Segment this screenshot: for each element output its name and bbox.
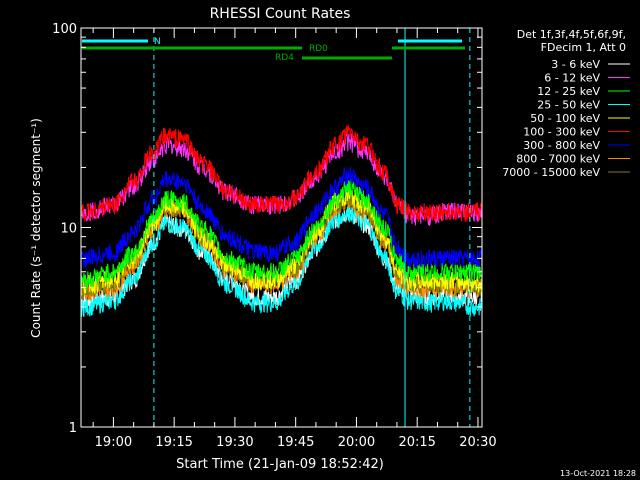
x-tick-label: 20:15 bbox=[398, 435, 435, 450]
legend-label: 3 - 6 keV bbox=[551, 58, 600, 71]
x-tick-label: 20:00 bbox=[338, 435, 375, 450]
attenuator-label-rd4: RD4 bbox=[275, 53, 294, 63]
x-tick-label: 19:00 bbox=[95, 435, 132, 450]
timestamp: 13-Oct-2021 18:28 bbox=[560, 469, 636, 478]
series-line bbox=[80, 166, 483, 269]
x-axis-label: Start Time (21-Jan-09 18:52:42) bbox=[176, 457, 384, 472]
x-tick-label: 20:30 bbox=[459, 435, 496, 450]
legend-label: 7000 - 15000 keV bbox=[502, 166, 600, 179]
legend-label: 25 - 50 keV bbox=[537, 99, 600, 112]
y-tick-label: 100 bbox=[52, 22, 77, 37]
x-tick-label: 19:45 bbox=[277, 435, 314, 450]
legend-label: 6 - 12 keV bbox=[544, 72, 600, 85]
series-line bbox=[80, 203, 483, 318]
x-tick-label: 19:30 bbox=[216, 435, 253, 450]
legend-label: 12 - 25 keV bbox=[537, 85, 600, 98]
x-axis: 19:00 19:15 19:30 19:45 20:00 20:15 20:30 bbox=[92, 28, 497, 450]
attenuator-label-rd0: RD0 bbox=[309, 44, 328, 54]
legend-label: 800 - 7000 keV bbox=[516, 153, 600, 166]
series-line bbox=[80, 178, 483, 290]
legend-label: 100 - 300 keV bbox=[523, 126, 600, 139]
legend-header: Det 1f,3f,4f,5f,6f,9f, bbox=[517, 28, 626, 41]
series-curves bbox=[80, 125, 483, 318]
x-tick-label: 19:15 bbox=[155, 435, 192, 450]
legend-header: FDecim 1, Att 0 bbox=[541, 41, 626, 54]
series-line bbox=[80, 187, 483, 294]
y-tick-label: 10 bbox=[60, 222, 77, 237]
chart-title: RHESSI Count Rates bbox=[210, 6, 351, 22]
legend-label: 300 - 800 keV bbox=[523, 139, 600, 152]
annotation-markers: N RD4 RD0 bbox=[82, 28, 471, 427]
legend-label: 50 - 100 keV bbox=[530, 112, 600, 125]
y-axis-label: Count Rate (s⁻¹ detector segment⁻¹) bbox=[29, 118, 43, 338]
legend: Det 1f,3f,4f,5f,6f,9f,FDecim 1, Att 0 3 -… bbox=[502, 28, 630, 179]
series-line bbox=[80, 125, 483, 223]
night-label: N bbox=[154, 37, 161, 47]
y-axis: 1 10 100 bbox=[52, 22, 482, 436]
y-tick-label: 1 bbox=[69, 421, 77, 436]
